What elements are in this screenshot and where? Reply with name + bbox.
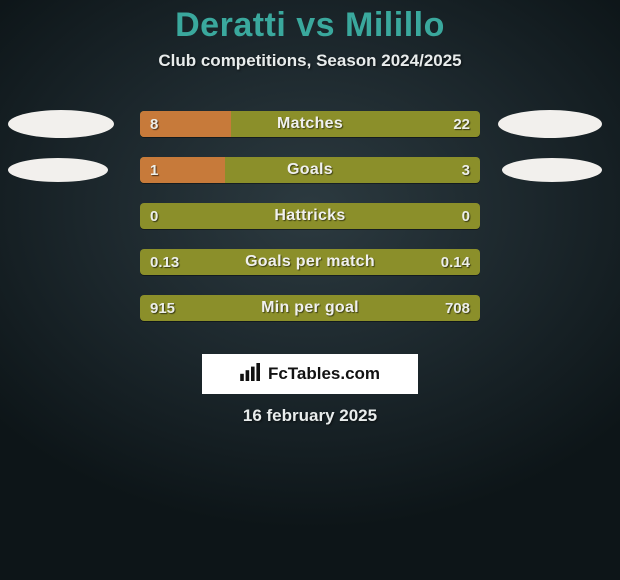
stat-left-value: 0.13	[140, 249, 189, 275]
player-avatar-left	[8, 110, 114, 138]
stat-right-value: 0	[452, 203, 480, 229]
stat-row: 915 708Min per goal	[0, 285, 620, 331]
stat-bar: 822Matches	[140, 111, 480, 137]
stat-left-value: 0	[140, 203, 168, 229]
brand-badge: FcTables.com	[202, 354, 418, 394]
player-avatar-right	[498, 110, 602, 138]
stat-label: Min per goal	[140, 295, 480, 321]
comparison-card: Deratti vs Milillo Club competitions, Se…	[0, 0, 620, 580]
brand-text: FcTables.com	[268, 364, 380, 384]
stat-right-value: 0.14	[431, 249, 480, 275]
stat-bar: 0 0Hattricks	[140, 203, 480, 229]
page-title: Deratti vs Milillo	[0, 0, 620, 45]
stat-bar: 915 708Min per goal	[140, 295, 480, 321]
stat-left-value: 915	[140, 295, 185, 321]
stat-right-value: 3	[452, 157, 480, 183]
stat-label: Hattricks	[140, 203, 480, 229]
player-avatar-left	[8, 158, 108, 182]
stat-right-value: 22	[443, 111, 480, 137]
stat-label: Goals per match	[140, 249, 480, 275]
stat-bar-left-fill	[140, 111, 231, 137]
stat-right-value: 708	[435, 295, 480, 321]
comparison-chart: 822Matches 13Goals 0 0Hattricks 0.13 0.14Goal…	[0, 101, 620, 331]
stat-row: 0 0Hattricks	[0, 193, 620, 239]
stat-row: 0.13 0.14Goals per match	[0, 239, 620, 285]
stat-row: 13Goals	[0, 147, 620, 193]
date-label: 16 february 2025	[0, 406, 620, 426]
stat-bar-left-fill	[140, 157, 225, 183]
subtitle: Club competitions, Season 2024/2025	[0, 51, 620, 71]
stat-row: 822Matches	[0, 101, 620, 147]
player-avatar-right	[502, 158, 602, 182]
stat-bar: 0.13 0.14Goals per match	[140, 249, 480, 275]
bars-icon	[240, 363, 262, 386]
stat-bar: 13Goals	[140, 157, 480, 183]
